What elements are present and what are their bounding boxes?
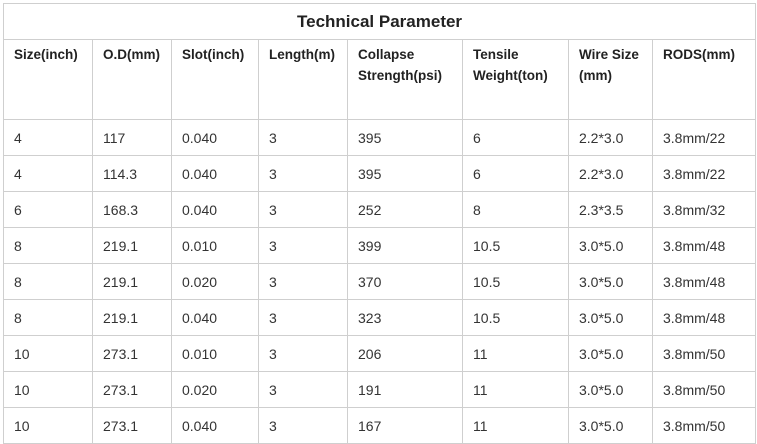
- table-row: 4 114.3 0.040 3 395 6 2.2*3.0 3.8mm/22: [3, 155, 757, 192]
- table-cell: 3.8mm/50: [651, 371, 757, 408]
- table-cell: 114.3: [92, 155, 172, 192]
- table-cell: 0.040: [171, 155, 259, 192]
- table-cell: 6: [3, 191, 93, 228]
- table-cell: 191: [347, 371, 463, 408]
- table-cell: 273.1: [92, 371, 172, 408]
- table-cell: 0.040: [171, 299, 259, 336]
- table-cell: 168.3: [92, 191, 172, 228]
- header-collapse-strength: Collapse Strength(psi): [347, 39, 463, 120]
- table-cell: 10.5: [462, 227, 569, 264]
- table-cell: 219.1: [92, 227, 172, 264]
- header-row: Size(inch) O.D(mm) Slot(inch) Length(m) …: [3, 39, 757, 120]
- table-cell: 3: [258, 371, 348, 408]
- header-od: O.D(mm): [92, 39, 172, 120]
- table-cell: 3.0*5.0: [568, 407, 653, 444]
- table-cell: 219.1: [92, 299, 172, 336]
- table-cell: 10.5: [462, 263, 569, 300]
- table-cell: 117: [92, 119, 172, 156]
- table-cell: 0.040: [171, 191, 259, 228]
- table-cell: 0.020: [171, 371, 259, 408]
- title-row: Technical Parameter: [2, 3, 757, 40]
- table-cell: 323: [347, 299, 463, 336]
- table-cell: 2.3*3.5: [568, 191, 653, 228]
- table-cell: 2.2*3.0: [568, 119, 653, 156]
- table-row: 8 219.1 0.040 3 323 10.5 3.0*5.0 3.8mm/48: [3, 299, 757, 336]
- table-cell: 395: [347, 119, 463, 156]
- table-cell: 3.8mm/50: [651, 335, 757, 372]
- table-cell: 6: [462, 155, 569, 192]
- table-row: 8 219.1 0.020 3 370 10.5 3.0*5.0 3.8mm/48: [3, 263, 757, 300]
- table-cell: 0.010: [171, 227, 259, 264]
- table-cell: 0.040: [171, 407, 259, 444]
- header-size: Size(inch): [3, 39, 93, 120]
- table-cell: 8: [3, 263, 93, 300]
- table-cell: 273.1: [92, 407, 172, 444]
- table-row: 6 168.3 0.040 3 252 8 2.3*3.5 3.8mm/32: [3, 191, 757, 228]
- table-cell: 0.010: [171, 335, 259, 372]
- table-cell: 3.0*5.0: [568, 299, 653, 336]
- header-wire-size: Wire Size (mm): [568, 39, 653, 120]
- table-row: 8 219.1 0.010 3 399 10.5 3.0*5.0 3.8mm/48: [3, 227, 757, 264]
- table-title: Technical Parameter: [2, 3, 757, 40]
- table-cell: 3: [258, 299, 348, 336]
- table-cell: 10.5: [462, 299, 569, 336]
- table-cell: 3: [258, 155, 348, 192]
- header-slot: Slot(inch): [171, 39, 259, 120]
- table-cell: 3.8mm/48: [651, 263, 757, 300]
- header-rods: RODS(mm): [651, 39, 757, 120]
- table-cell: 3.0*5.0: [568, 263, 653, 300]
- table-row: 4 117 0.040 3 395 6 2.2*3.0 3.8mm/22: [3, 119, 757, 156]
- table-cell: 10: [3, 371, 93, 408]
- table-cell: 206: [347, 335, 463, 372]
- table-cell: 3: [258, 119, 348, 156]
- table-cell: 10: [3, 407, 93, 444]
- table-cell: 3: [258, 263, 348, 300]
- table-cell: 273.1: [92, 335, 172, 372]
- table-cell: 3.8mm/32: [651, 191, 757, 228]
- table-cell: 3.0*5.0: [568, 371, 653, 408]
- table-cell: 0.040: [171, 119, 259, 156]
- table-cell: 4: [3, 119, 93, 156]
- table-cell: 11: [462, 335, 569, 372]
- table-cell: 219.1: [92, 263, 172, 300]
- table-cell: 8: [462, 191, 569, 228]
- table-cell: 3: [258, 191, 348, 228]
- table-cell: 4: [3, 155, 93, 192]
- table-cell: 3.8mm/48: [651, 227, 757, 264]
- table-cell: 3: [258, 407, 348, 444]
- table-cell: 3: [258, 227, 348, 264]
- table-cell: 3.8mm/22: [651, 155, 757, 192]
- table-cell: 3.0*5.0: [568, 335, 653, 372]
- table-cell: 3.0*5.0: [568, 227, 653, 264]
- table-row: 10 273.1 0.020 3 191 11 3.0*5.0 3.8mm/50: [3, 371, 757, 408]
- table-cell: 11: [462, 407, 569, 444]
- table-cell: 2.2*3.0: [568, 155, 653, 192]
- table-cell: 370: [347, 263, 463, 300]
- table-row: 10 273.1 0.010 3 206 11 3.0*5.0 3.8mm/50: [3, 335, 757, 372]
- table-cell: 399: [347, 227, 463, 264]
- table-cell: 3.8mm/50: [651, 407, 757, 444]
- table-cell: 3.8mm/22: [651, 119, 757, 156]
- technical-parameter-table: Technical Parameter Size(inch) O.D(mm) S…: [2, 3, 757, 444]
- table-row: 10 273.1 0.040 3 167 11 3.0*5.0 3.8mm/50: [3, 407, 757, 444]
- table-cell: 252: [347, 191, 463, 228]
- table-cell: 11: [462, 371, 569, 408]
- table-cell: 8: [3, 227, 93, 264]
- table-cell: 10: [3, 335, 93, 372]
- table-cell: 3: [258, 335, 348, 372]
- table-cell: 6: [462, 119, 569, 156]
- table-cell: 3.8mm/48: [651, 299, 757, 336]
- header-tensile-weight: Tensile Weight(ton): [462, 39, 569, 120]
- header-length: Length(m): [258, 39, 348, 120]
- table-cell: 167: [347, 407, 463, 444]
- table-cell: 8: [3, 299, 93, 336]
- table-cell: 0.020: [171, 263, 259, 300]
- table-cell: 395: [347, 155, 463, 192]
